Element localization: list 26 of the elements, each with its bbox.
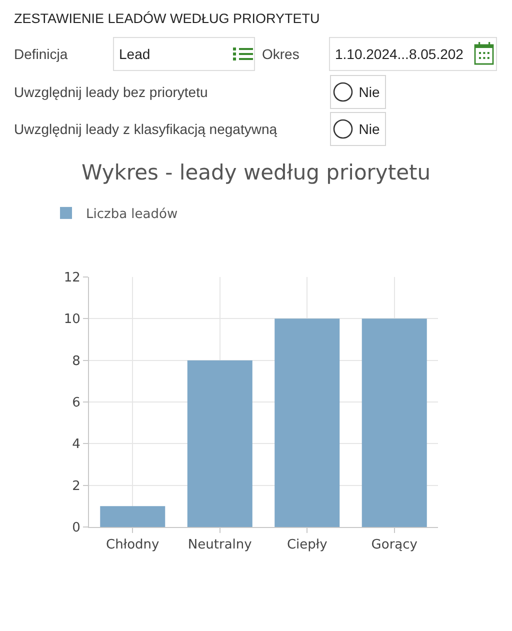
y-tick-label: 6: [72, 396, 80, 411]
text: Nie: [358, 84, 380, 100]
y-tick-label: 12: [64, 270, 80, 286]
text: Nie: [358, 121, 380, 137]
text: Uwzględnij leady z klasyfikacją negatywną: [14, 121, 278, 137]
text: ZESTAWIENIE LEADÓW WEDŁUG PRIORYTETU: [14, 11, 320, 26]
text: Definicja: [14, 46, 68, 62]
x-tick-label: Gorący: [371, 538, 418, 553]
y-tick-label: 2: [72, 478, 80, 494]
text: Okres: [262, 46, 300, 62]
x-tick-label: Chłodny: [106, 538, 160, 553]
bar: [187, 360, 252, 527]
bar: [274, 318, 340, 527]
bar: [362, 318, 427, 527]
chart-title: Wykres - leady według priorytetu: [81, 160, 431, 184]
y-tick-label: 8: [72, 354, 80, 369]
text: 1.10.2024...8.05.202: [335, 46, 464, 62]
text: Lead: [119, 46, 150, 62]
x-tick-label: Neutralny: [188, 538, 252, 553]
y-tick-label: 4: [72, 437, 80, 452]
y-tick-label: 10: [64, 312, 80, 328]
bar: [100, 506, 166, 527]
y-tick-label: 0: [72, 520, 80, 536]
legend-label: Liczba leadów: [86, 207, 178, 222]
x-tick-label: Ciepły: [286, 538, 328, 553]
text: Uwzględnij leady bez priorytetu: [14, 84, 208, 100]
